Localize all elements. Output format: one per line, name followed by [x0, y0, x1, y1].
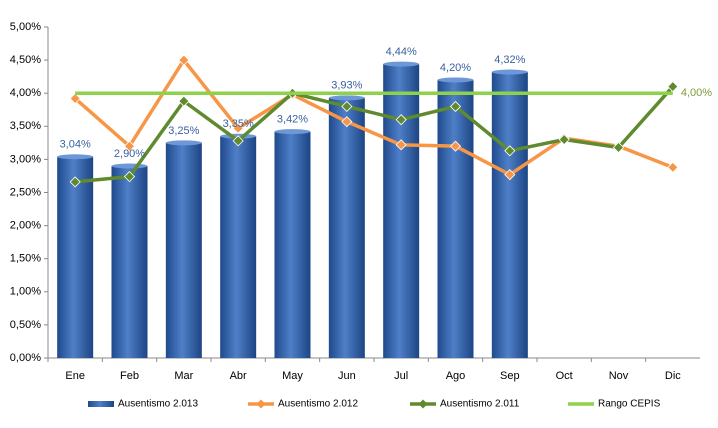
marker — [232, 135, 244, 147]
x-tick-label: Feb — [120, 370, 139, 382]
marker — [395, 139, 407, 151]
marker — [341, 100, 353, 113]
y-tick-label: 3,50% — [10, 120, 41, 132]
bar — [111, 166, 148, 358]
marker — [612, 141, 625, 154]
y-tick-label: 5,00% — [10, 21, 41, 33]
legend-swatch — [88, 401, 114, 407]
value-label: 4,44% — [386, 46, 417, 58]
legend-marker — [418, 399, 428, 409]
y-tick-label: 0,50% — [10, 319, 41, 331]
marker — [178, 95, 190, 107]
value-label: 3,25% — [168, 125, 199, 137]
value-label: 3,35% — [223, 118, 254, 130]
x-tick-label: Sep — [500, 370, 520, 382]
value-label: 4,00% — [681, 87, 712, 99]
x-tick-label: Abr — [230, 370, 247, 382]
legend-label: Ausentismo 2.013 — [118, 399, 198, 410]
marker — [667, 161, 679, 173]
marker — [232, 122, 244, 134]
marker — [449, 140, 462, 152]
bar — [274, 131, 311, 358]
marker — [395, 114, 407, 126]
y-tick-label: 4,50% — [10, 54, 41, 66]
bar — [437, 79, 474, 359]
value-label: 4,32% — [494, 54, 525, 66]
marker — [69, 176, 81, 188]
legend-label: Ausentismo 2.011 — [440, 399, 520, 410]
legend-marker — [256, 399, 266, 409]
bar — [491, 72, 528, 359]
bar — [220, 136, 257, 358]
bar — [57, 156, 94, 358]
bar-top — [437, 77, 474, 83]
legend-label: Rango CEPIS — [598, 399, 661, 410]
x-tick-label: Jun — [338, 370, 356, 382]
line — [74, 85, 675, 184]
line — [74, 57, 674, 177]
marker — [123, 171, 136, 183]
bar — [383, 64, 420, 359]
legend-label: Ausentismo 2.012 — [278, 399, 358, 410]
y-tick-label: 3,00% — [10, 153, 41, 165]
marker — [123, 140, 136, 152]
marker — [449, 100, 462, 113]
x-tick-label: Ago — [446, 370, 466, 382]
bar-top — [274, 129, 311, 135]
bar-top — [328, 95, 365, 101]
value-label: 3,04% — [60, 139, 91, 151]
y-tick-label: 1,00% — [10, 286, 41, 298]
value-label: 2,90% — [114, 148, 145, 160]
bar-top — [165, 140, 202, 146]
x-tick-label: Jul — [394, 370, 408, 382]
y-tick-label: 1,50% — [10, 253, 41, 265]
marker — [178, 54, 190, 66]
x-tick-label: Nov — [609, 370, 629, 382]
marker — [69, 92, 81, 105]
marker — [558, 133, 570, 146]
bar — [165, 142, 202, 358]
bar-top — [111, 163, 148, 169]
x-tick-label: Ene — [65, 370, 85, 382]
y-tick-label: 2,50% — [10, 186, 41, 198]
value-label: 4,20% — [440, 62, 471, 74]
marker — [341, 116, 353, 128]
value-label: 3,93% — [331, 80, 362, 92]
bar-top — [57, 154, 94, 160]
marker — [504, 169, 516, 181]
x-tick-label: Oct — [556, 370, 573, 382]
x-tick-label: Dic — [665, 370, 681, 382]
y-tick-label: 0,00% — [10, 352, 41, 364]
y-tick-label: 4,00% — [10, 87, 41, 99]
bar-top — [383, 61, 420, 67]
marker — [504, 145, 516, 157]
bar-top — [491, 69, 528, 75]
y-tick-label: 2,00% — [10, 220, 41, 232]
bar — [328, 97, 365, 359]
value-label: 3,42% — [277, 114, 308, 126]
x-tick-label: May — [282, 370, 303, 382]
x-tick-label: Mar — [174, 370, 193, 382]
